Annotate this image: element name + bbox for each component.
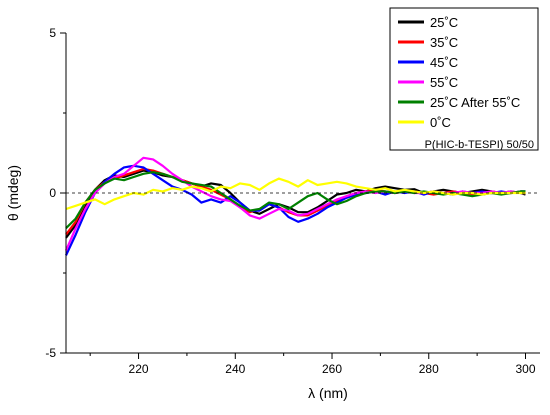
sample-annotation: P(HIC-b-TESPI) 50/50 (425, 139, 534, 151)
x-axis-label: λ (nm) (308, 385, 348, 401)
plot-lines (64, 156, 526, 256)
legend-box (389, 7, 539, 151)
x-tick-label: 240 (225, 362, 245, 376)
series-line-5 (65, 177, 526, 211)
y-tick-label: -5 (45, 346, 56, 360)
legend-label-2: 45˚C (430, 55, 458, 70)
legend-label-4: 25˚C After 55˚C (430, 95, 520, 110)
y-tick-label: 5 (49, 26, 56, 40)
legend-label-1: 35˚C (430, 35, 458, 50)
legend-label-5: 0˚C (430, 115, 451, 130)
x-tick-label: 280 (419, 362, 439, 376)
y-axis-label: θ (mdeg) (5, 165, 21, 221)
legend: 25˚C 35˚C 45˚C 55˚C 25˚C After 55˚C 0˚C P(HIC-… (389, 7, 539, 151)
legend-label-0: 25˚C (430, 15, 458, 30)
x-tick-label: 300 (515, 362, 535, 376)
y-tick-label: 0 (49, 186, 56, 200)
legend-label-3: 55˚C (430, 75, 458, 90)
axes: 220 240 260 280 300 -5 0 5 (45, 26, 540, 376)
series-line-1 (65, 167, 526, 236)
x-tick-label: 220 (129, 362, 149, 376)
x-tick-label: 260 (322, 362, 342, 376)
